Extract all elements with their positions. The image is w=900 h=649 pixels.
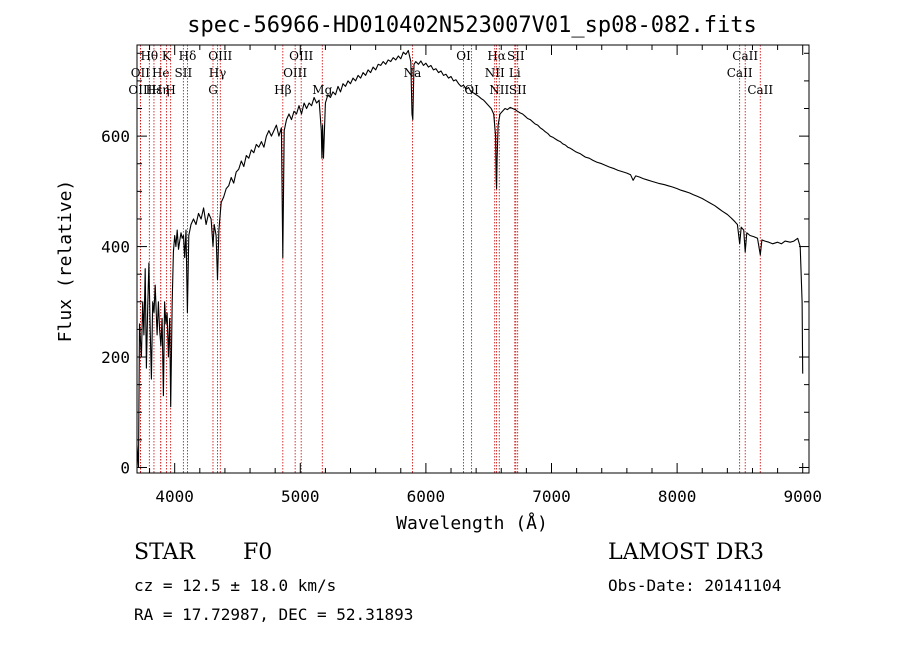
x-axis: 4000 5000 6000 7000 8000 9000 — [149, 45, 822, 506]
line-marker-label: Hγ — [209, 66, 227, 80]
line-marker-label: NII — [485, 66, 505, 80]
x-axis-label: Wavelength (Å) — [396, 512, 548, 534]
line-marker-label: SII — [507, 49, 525, 63]
x-tick-label: 8000 — [658, 487, 697, 506]
line-marker-label: SII — [174, 66, 192, 80]
line-marker-label: Hη — [152, 83, 170, 97]
x-tick-label: 7000 — [532, 487, 571, 506]
line-marker-label: CaII — [732, 49, 758, 63]
line-marker-label: Li — [509, 66, 521, 80]
y-axis-label: Flux (relative) — [55, 180, 76, 343]
x-tick-label: 4000 — [155, 487, 194, 506]
coordinates-text: RA = 17.72987, DEC = 52.31893 — [134, 605, 413, 624]
y-axis: 0 200 400 600 — [101, 52, 809, 477]
obs-date: Obs-Date: 20141104 — [608, 576, 781, 595]
line-marker-label: OIII — [289, 49, 313, 63]
line-marker-label: Na — [404, 66, 422, 80]
line-marker-label: G — [208, 83, 218, 97]
x-tick-label: 9000 — [783, 487, 822, 506]
object-class: STAR — [134, 540, 196, 565]
plot-frame — [136, 44, 810, 474]
y-tick-label: 0 — [120, 458, 130, 477]
survey-name: LAMOST DR3 — [608, 540, 764, 565]
x-tick-label: 6000 — [407, 487, 446, 506]
line-marker-label: Hθ — [140, 49, 158, 63]
spectrum-line — [136, 49, 804, 469]
line-marker-label: Hα — [487, 49, 506, 63]
object-subclass: F0 — [243, 540, 272, 565]
line-marker-label: OIII — [208, 49, 232, 63]
redshift-text: cz = 12.5 ± 18.0 km/s — [134, 576, 336, 595]
y-tick-label: 200 — [101, 348, 130, 367]
line-marker-label: NII — [489, 83, 509, 97]
chart-title: spec-56966-HD010402N523007V01_sp08-082.f… — [187, 13, 757, 38]
line-marker-label: OI — [464, 83, 479, 97]
line-marker-label: Mg — [312, 83, 332, 97]
y-tick-label: 400 — [101, 238, 130, 257]
line-marker-label: Hβ — [274, 83, 291, 97]
y-tick-label: 600 — [101, 127, 130, 146]
line-marker-label: OI — [456, 49, 471, 63]
line-marker-label: K — [162, 49, 172, 63]
line-marker-label: CaII — [727, 66, 753, 80]
line-marker-label: OIII — [128, 83, 152, 97]
line-marker-label: SII — [509, 83, 527, 97]
line-marker-label: Hδ — [179, 49, 197, 63]
line-marker-label: Hε — [146, 83, 163, 97]
line-marker-label: OIII — [283, 66, 307, 80]
line-marker-label: CaII — [747, 83, 773, 97]
x-tick-label: 5000 — [281, 487, 320, 506]
line-marker-label: H — [165, 83, 175, 97]
